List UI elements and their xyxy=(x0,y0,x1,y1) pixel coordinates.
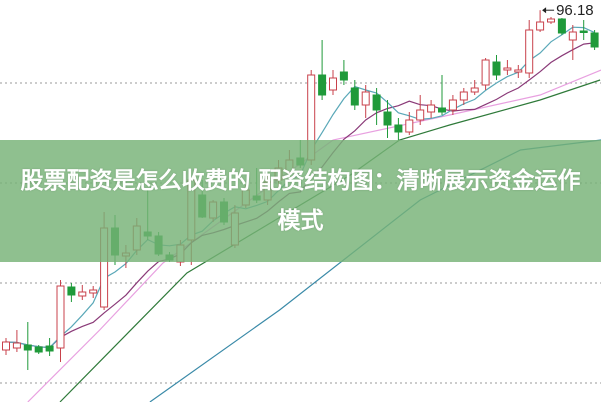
candle-up xyxy=(459,91,468,101)
candle-up xyxy=(78,291,87,297)
candle-down xyxy=(45,345,54,352)
candle-down xyxy=(350,87,359,106)
candle-up xyxy=(361,91,370,106)
candle-up xyxy=(547,18,555,23)
candle-down xyxy=(34,346,43,353)
candle-up xyxy=(427,104,436,113)
candle-up xyxy=(481,59,490,86)
article-title: 股票配资是怎么收费的 配资结构图：清晰展示资金运作模式 xyxy=(20,168,581,234)
candle-up xyxy=(448,99,457,111)
candle-down xyxy=(579,30,588,33)
candle-down xyxy=(339,71,348,81)
candle-up xyxy=(56,285,65,349)
candle-down xyxy=(394,124,403,133)
candle-up xyxy=(470,87,479,93)
candle-up xyxy=(416,109,425,121)
candle-up xyxy=(405,119,414,133)
candle-up xyxy=(514,69,523,73)
candle-up xyxy=(503,67,512,71)
candle-up xyxy=(329,77,337,91)
candle-down xyxy=(590,32,599,48)
candle-down xyxy=(318,74,327,96)
candle-up xyxy=(2,341,10,351)
candle-up xyxy=(536,21,545,31)
candle-down xyxy=(383,111,392,126)
candle-down xyxy=(438,107,446,113)
candle-up xyxy=(568,31,577,41)
high-price-label: 96.18 xyxy=(556,2,594,19)
candle-up xyxy=(525,29,534,74)
candle-up xyxy=(12,342,21,349)
candle-down xyxy=(557,18,566,34)
candle-down xyxy=(67,286,76,296)
candle-up xyxy=(89,289,98,294)
candle-down xyxy=(492,61,501,76)
title-banner: 股票配资是怎么收费的 配资结构图：清晰展示资金运作模式 xyxy=(0,140,601,262)
candle-down xyxy=(372,94,381,111)
candle-down xyxy=(23,344,32,351)
high-marker-arrow-icon xyxy=(542,7,547,14)
